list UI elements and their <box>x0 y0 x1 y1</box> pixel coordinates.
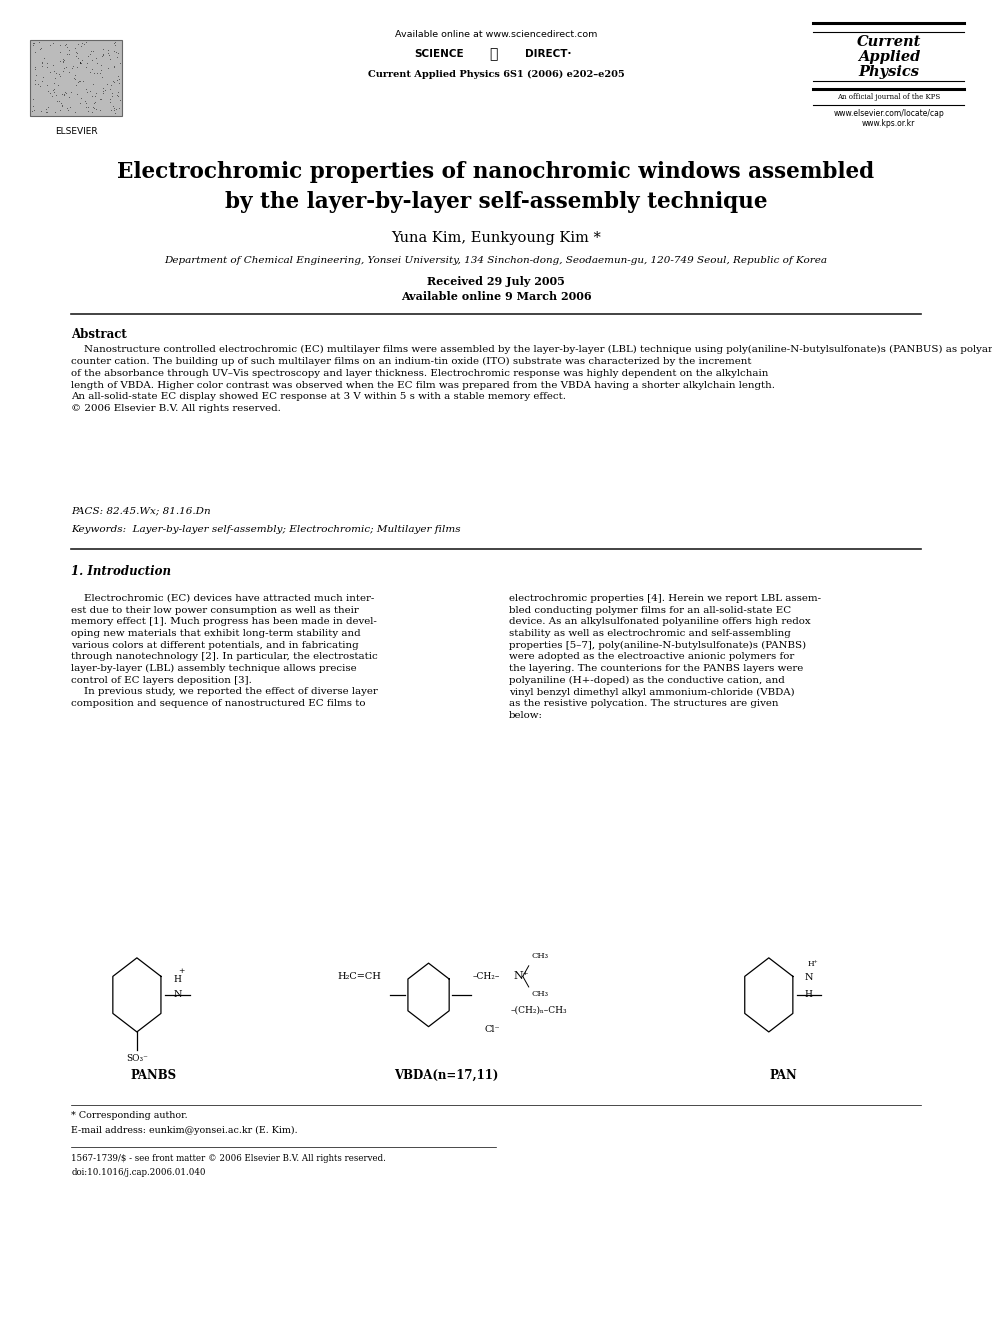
Text: H: H <box>805 991 812 999</box>
Text: DIRECT·: DIRECT· <box>526 49 571 60</box>
Text: –(CH₂)ₙ–CH₃: –(CH₂)ₙ–CH₃ <box>511 1005 567 1015</box>
Text: PAN: PAN <box>770 1069 798 1082</box>
Text: Available online 9 March 2006: Available online 9 March 2006 <box>401 291 591 302</box>
Text: Physics: Physics <box>858 65 920 79</box>
Text: Applied: Applied <box>858 50 920 64</box>
Text: Received 29 July 2005: Received 29 July 2005 <box>428 277 564 287</box>
Text: ⓓ: ⓓ <box>489 48 497 61</box>
Text: An official journal of the KPS: An official journal of the KPS <box>837 93 940 102</box>
Text: Electrochromic properties of nanochromic windows assembled: Electrochromic properties of nanochromic… <box>117 161 875 183</box>
Text: N: N <box>174 991 182 999</box>
Text: Abstract: Abstract <box>71 328 127 341</box>
Text: PANBS: PANBS <box>131 1069 177 1082</box>
Text: www.elsevier.com/locate/cap: www.elsevier.com/locate/cap <box>833 108 944 118</box>
Text: Department of Chemical Engineering, Yonsei University, 134 Sinchon-dong, Seodaem: Department of Chemical Engineering, Yons… <box>165 257 827 265</box>
Text: E-mail address: eunkim@yonsei.ac.kr (E. Kim).: E-mail address: eunkim@yonsei.ac.kr (E. … <box>71 1126 298 1135</box>
Text: by the layer-by-layer self-assembly technique: by the layer-by-layer self-assembly tech… <box>225 192 767 213</box>
Text: Yuna Kim, Eunkyoung Kim *: Yuna Kim, Eunkyoung Kim * <box>391 232 601 245</box>
Text: 1. Introduction: 1. Introduction <box>71 565 172 578</box>
Text: Nanostructure controlled electrochromic (EC) multilayer films were assembled by : Nanostructure controlled electrochromic … <box>71 345 992 413</box>
Text: SO₃⁻: SO₃⁻ <box>126 1054 148 1064</box>
Text: +: + <box>179 967 185 975</box>
Text: CH₃: CH₃ <box>532 990 549 998</box>
Text: H₂C=CH: H₂C=CH <box>337 972 381 980</box>
Text: ELSEVIER: ELSEVIER <box>56 127 97 136</box>
Text: Electrochromic (EC) devices have attracted much inter-
est due to their low powe: Electrochromic (EC) devices have attract… <box>71 594 378 708</box>
Text: –CH₂–: –CH₂– <box>472 972 500 980</box>
Text: CH₃: CH₃ <box>532 953 549 960</box>
Text: Current: Current <box>857 34 921 49</box>
Text: H⁺: H⁺ <box>808 960 818 968</box>
Text: SCIENCE: SCIENCE <box>415 49 464 60</box>
Text: www.kps.or.kr: www.kps.or.kr <box>862 119 916 127</box>
Text: 1567-1739/$ - see front matter © 2006 Elsevier B.V. All rights reserved.: 1567-1739/$ - see front matter © 2006 El… <box>71 1154 386 1163</box>
Text: H: H <box>174 975 182 984</box>
Text: PACS: 82.45.Wx; 81.16.Dn: PACS: 82.45.Wx; 81.16.Dn <box>71 507 211 516</box>
Text: doi:10.1016/j.cap.2006.01.040: doi:10.1016/j.cap.2006.01.040 <box>71 1168 206 1177</box>
Text: Keywords:  Layer-by-layer self-assembly; Electrochromic; Multilayer films: Keywords: Layer-by-layer self-assembly; … <box>71 525 461 534</box>
Text: VBDA(n=17,11): VBDA(n=17,11) <box>394 1069 499 1082</box>
Text: Current Applied Physics 6S1 (2006) e202–e205: Current Applied Physics 6S1 (2006) e202–… <box>368 70 624 78</box>
FancyBboxPatch shape <box>30 40 122 116</box>
Text: N⁺: N⁺ <box>514 971 530 982</box>
Text: N: N <box>805 972 812 982</box>
Text: Available online at www.sciencedirect.com: Available online at www.sciencedirect.co… <box>395 30 597 38</box>
Text: * Corresponding author.: * Corresponding author. <box>71 1111 188 1121</box>
Text: electrochromic properties [4]. Herein we report LBL assem-
bled conducting polym: electrochromic properties [4]. Herein we… <box>509 594 821 720</box>
Text: Cl⁻: Cl⁻ <box>484 1025 500 1035</box>
